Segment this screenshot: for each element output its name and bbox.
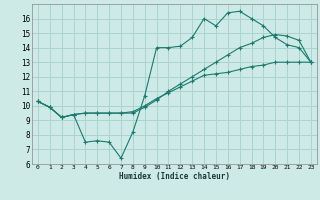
X-axis label: Humidex (Indice chaleur): Humidex (Indice chaleur) xyxy=(119,172,230,181)
